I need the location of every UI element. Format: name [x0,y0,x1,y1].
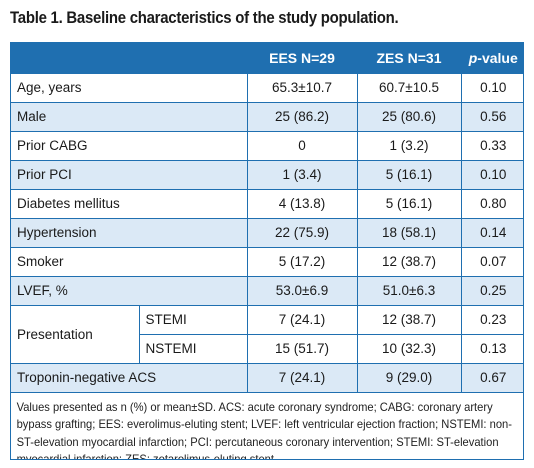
ees-value: 7 (24.1) [247,363,358,393]
ees-value: 0 [247,131,358,161]
zes-value: 9 (29.0) [357,363,462,393]
ees-value: 15 (51.7) [247,334,358,364]
p-value: 0.67 [461,363,523,393]
zes-value: 60.7±10.5 [357,73,462,103]
p-value: 0.33 [461,131,523,161]
ees-value: 4 (13.8) [247,189,358,219]
table-title: Table 1. Baseline characteristics of the… [10,8,399,27]
p-value: 0.10 [461,160,523,190]
ees-value: 65.3±10.7 [247,73,358,103]
row-label: Male [11,102,248,132]
zes-value: 18 (58.1) [357,218,462,248]
table-row-diabetes: Diabetes mellitus 4 (13.8) 5 (16.1) 0.80 [11,189,523,219]
table-row-age: Age, years 65.3±10.7 60.7±10.5 0.10 [11,73,523,103]
header-p-italic: p [468,49,478,66]
ees-value: 22 (75.9) [247,218,358,248]
zes-value: 12 (38.7) [357,247,462,277]
row-label: Presentation [11,305,140,364]
row-sublabel: STEMI [139,305,248,335]
table-row-troponin: Troponin-negative ACS 7 (24.1) 9 (29.0) … [11,363,523,393]
baseline-table: EES N=29 ZES N=31 p-value Age, years 65.… [11,43,523,393]
p-value: 0.23 [461,305,523,335]
table-row-male: Male 25 (86.2) 25 (80.6) 0.56 [11,102,523,132]
header-p-value: p-value [461,43,523,74]
ees-value: 25 (86.2) [247,102,358,132]
ees-value: 7 (24.1) [247,305,358,335]
header-zes: ZES N=31 [357,43,462,74]
table-row-presentation-stemi: Presentation STEMI 7 (24.1) 12 (38.7) 0.… [11,305,523,364]
table-footnote: Values presented as n (%) or mean±SD. AC… [16,399,512,460]
header-ees: EES N=29 [247,43,358,74]
table-row-prior-pci: Prior PCI 1 (3.4) 5 (16.1) 0.10 [11,160,523,190]
zes-value: 10 (32.3) [357,334,462,364]
ees-value: 53.0±6.9 [247,276,358,306]
zes-value: 12 (38.7) [357,305,462,335]
row-label: Troponin-negative ACS [11,363,248,393]
ees-value: 1 (3.4) [247,160,358,190]
p-value: 0.07 [461,247,523,277]
table-container: EES N=29 ZES N=31 p-value Age, years 65.… [10,42,524,460]
table-row-presentation-nstemi: NSTEMI 15 (51.7) 10 (32.3) 0.13 [11,334,523,364]
p-value: 0.25 [461,276,523,306]
row-sublabel: NSTEMI [139,334,248,364]
row-label: Hypertension [11,218,248,248]
header-row: EES N=29 ZES N=31 p-value [11,43,523,74]
row-label: Smoker [11,247,248,277]
zes-value: 51.0±6.3 [357,276,462,306]
table-row-prior-cabg: Prior CABG 0 1 (3.2) 0.33 [11,131,523,161]
table-row-lvef: LVEF, % 53.0±6.9 51.0±6.3 0.25 [11,276,523,306]
row-label: Prior CABG [11,131,248,161]
p-value: 0.13 [461,334,523,364]
p-value: 0.10 [461,73,523,103]
row-label: Age, years [11,73,248,103]
row-label: LVEF, % [11,276,248,306]
p-value: 0.14 [461,218,523,248]
p-value: 0.56 [461,102,523,132]
header-blank [11,43,248,74]
zes-value: 1 (3.2) [357,131,462,161]
table-row-smoker: Smoker 5 (17.2) 12 (38.7) 0.07 [11,247,523,277]
row-label: Diabetes mellitus [11,189,248,219]
p-value: 0.80 [461,189,523,219]
zes-value: 25 (80.6) [357,102,462,132]
ees-value: 5 (17.2) [247,247,358,277]
table-row-hypertension: Hypertension 22 (75.9) 18 (58.1) 0.14 [11,218,523,248]
row-label: Prior PCI [11,160,248,190]
zes-value: 5 (16.1) [357,160,462,190]
header-p-rest: -value [477,49,518,66]
zes-value: 5 (16.1) [357,189,462,219]
